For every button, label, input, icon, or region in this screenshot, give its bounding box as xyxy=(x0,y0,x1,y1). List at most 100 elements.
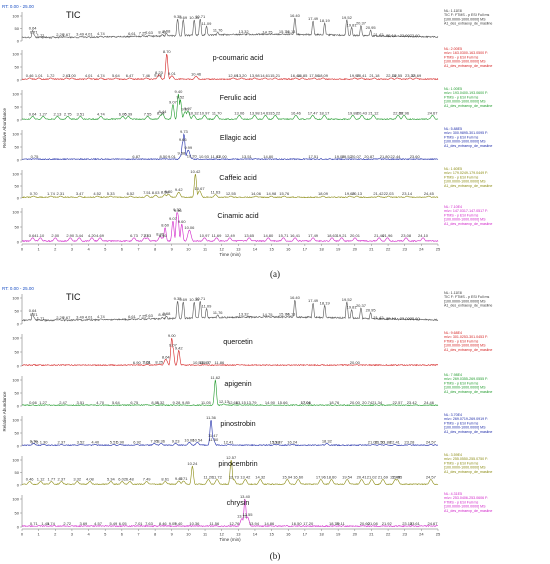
peak-label: 9.32 xyxy=(173,207,182,212)
peak-label: 22.44 xyxy=(390,154,401,159)
peak-label: 22.03 xyxy=(384,191,395,196)
peak-label: 0.46 xyxy=(26,73,35,78)
panel-info-line: m/z= 300.9895-301.0095 F: xyxy=(444,131,488,135)
x-tick-label: 22 xyxy=(386,247,391,252)
x-tick-label: 24 xyxy=(419,532,424,537)
peak-label: 17.56 xyxy=(309,73,320,78)
peak-label: 15.66 xyxy=(278,400,289,405)
peak-label: 10.06 xyxy=(184,437,195,442)
peak-label: 9.00 xyxy=(168,333,177,338)
peak-label: 8.30 xyxy=(156,232,165,237)
peak-label: 17.20 xyxy=(303,521,314,526)
peak-label: 22.55 xyxy=(392,475,403,480)
peak-label: 11.50 xyxy=(209,437,219,442)
peak-label: 20.01 xyxy=(350,233,361,238)
peak-label: 22.60 xyxy=(393,110,404,115)
panel-compound-name: Ferulic acid xyxy=(220,93,257,102)
peak-label: 24.10 xyxy=(418,233,429,238)
peak-label: 18.19 xyxy=(320,18,331,23)
panel-info-line: FTMS - p ESI Full ms xyxy=(444,135,479,139)
peak-label: 7.37 xyxy=(141,233,150,238)
peak-label: 24.57 xyxy=(426,439,437,444)
peak-label: 16.85 xyxy=(297,73,308,78)
series-trace xyxy=(21,419,439,447)
peak-label: 5.49 xyxy=(109,521,118,526)
peak-label: 14.90 xyxy=(265,400,276,405)
peak-label: 8.70 xyxy=(163,49,172,54)
panel-info-line: FTMS - p ESI Full ms xyxy=(444,500,479,504)
panel-info-line: FTMS - p ESI Full ms xyxy=(444,213,479,217)
peak-label: 3.49 xyxy=(76,314,85,319)
x-tick-label: 2 xyxy=(54,247,57,252)
peak-label: 6.92 xyxy=(133,439,142,444)
panel-info-line: m/z= 163.0300-163.0500 F: xyxy=(444,51,488,55)
peak-label: 12.57 xyxy=(226,455,237,460)
peak-label: 18.76 xyxy=(329,400,340,405)
peak-label: 12.00 xyxy=(217,154,228,159)
peak-label: 10.54 xyxy=(192,437,203,442)
panel-ellagic-acid: 0 50 100 0.75 6.87 9.018.50 9.58 9.66 9.73 9.99 10… xyxy=(12,127,492,162)
x-axis-title: Time (min) xyxy=(219,252,241,257)
peak-label: 2.37 xyxy=(58,439,67,444)
peak-label: 16.13 xyxy=(285,312,296,317)
peak-label: 11.72 xyxy=(212,475,222,480)
peak-label: 9.85 xyxy=(182,400,191,405)
peak-label: 5.33 xyxy=(107,191,116,196)
peak-label: 3.44 xyxy=(75,233,84,238)
peak-label: 7.95 xyxy=(150,438,159,443)
panel-compound-name: TIC xyxy=(66,292,81,302)
peak-label: 6.39 xyxy=(124,111,133,116)
y-tick-label: 50 xyxy=(15,224,20,229)
peak-label: 9.05 xyxy=(169,521,178,526)
peak-label: 5.64 xyxy=(112,73,121,78)
peak-label: 18.32 xyxy=(322,438,333,443)
x-tick-label: 16 xyxy=(286,247,291,252)
y-tick-label: 0 xyxy=(17,524,20,529)
peak-label: 0.71 xyxy=(30,312,39,317)
peak-label: 9.07 xyxy=(169,343,178,348)
y-tick-label: 50 xyxy=(15,308,20,313)
peak-label: 2.29 xyxy=(56,315,65,320)
peak-label: 10.93 xyxy=(199,154,210,159)
peak-label: 2.37 xyxy=(58,477,67,482)
panel-info-line: [100.0000-1000.0000] MS xyxy=(444,505,486,509)
peak-label: 23.14 xyxy=(402,191,413,196)
peak-label: 0.64 xyxy=(29,26,38,31)
panel-info-line: NL: 5.88E5 xyxy=(444,127,462,131)
panel-info-line: A1_des_extraexp_de_masline xyxy=(444,348,492,352)
x-tick-label: 5 xyxy=(104,532,107,537)
peak-label: 11.36 xyxy=(206,415,216,420)
peak-label: 9.66 xyxy=(179,137,188,142)
peak-label: 21.02 xyxy=(367,475,378,480)
peak-label: 19.52 xyxy=(342,15,353,20)
peak-label: 3.49 xyxy=(76,32,85,37)
peak-label: 8.03 xyxy=(152,190,161,195)
peak-label: 13.94 xyxy=(249,521,260,526)
peak-label: 8.18 xyxy=(154,72,163,77)
peak-label: 7.63 xyxy=(145,30,154,35)
peak-label: 8.58 xyxy=(161,190,170,195)
peak-label: 13.32 xyxy=(239,312,250,317)
peak-label: 22.44 xyxy=(390,475,401,480)
peak-label: 1.30 xyxy=(40,439,49,444)
peak-label: 8.46 xyxy=(159,233,168,238)
peak-label: 4.08 xyxy=(86,477,95,482)
peak-label: 18.19 xyxy=(320,300,331,305)
peak-label: 13.42 xyxy=(240,475,251,480)
peak-label: 6.48 xyxy=(126,477,135,482)
peak-label: 19.21 xyxy=(337,233,348,238)
series-trace xyxy=(21,212,439,243)
panel-apigenin: 0 50 100 0.66 1.27 2.47 3.51 4.70 5.64 6.75 8.018.… xyxy=(12,373,492,408)
peak-label: 9.07 xyxy=(169,99,178,104)
peak-label: 4.74 xyxy=(97,111,106,116)
y-tick-label: 0 xyxy=(17,443,20,448)
peak-label: 6.47 xyxy=(126,73,135,78)
peak-label: 21.92 xyxy=(382,521,393,526)
panel-tic: 0 50 100 0.640.711.11 2.292.67 3.49 4.01 4.74 6.… xyxy=(12,291,492,326)
peak-label: 7.25 xyxy=(139,31,148,36)
peak-label: 18.09 xyxy=(318,191,329,196)
y-tick-label: 0 xyxy=(17,38,20,43)
peak-label: 8.68 xyxy=(163,311,172,316)
peak-label: 15.18 xyxy=(270,439,281,444)
peak-label: 0.66 xyxy=(29,400,38,405)
